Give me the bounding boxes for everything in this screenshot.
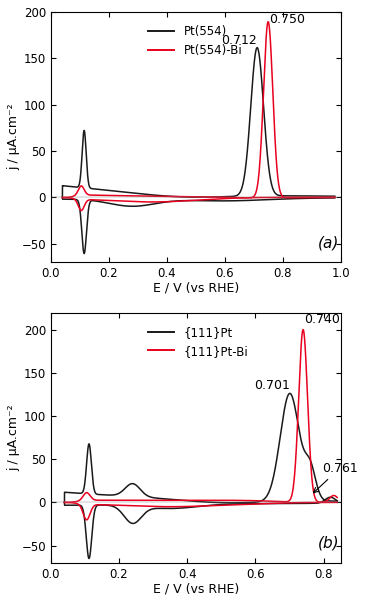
Text: 0.761: 0.761: [314, 462, 358, 493]
Text: 0.701: 0.701: [254, 379, 290, 392]
Text: 0.740: 0.740: [304, 313, 340, 326]
Y-axis label: j / μA.cm⁻²: j / μA.cm⁻²: [7, 104, 20, 170]
X-axis label: E / V (vs RHE): E / V (vs RHE): [153, 282, 239, 294]
Y-axis label: j / μA.cm⁻²: j / μA.cm⁻²: [7, 405, 20, 471]
Legend: {111}Pt, {111}Pt-Bi: {111}Pt, {111}Pt-Bi: [144, 321, 253, 362]
Legend: Pt(554), Pt(554)-Bi: Pt(554), Pt(554)-Bi: [144, 20, 247, 61]
Text: (b): (b): [318, 536, 339, 551]
X-axis label: E / V (vs RHE): E / V (vs RHE): [153, 582, 239, 595]
Text: 0.712: 0.712: [222, 34, 257, 47]
Text: (a): (a): [318, 235, 339, 250]
Text: 0.750: 0.750: [270, 13, 306, 26]
